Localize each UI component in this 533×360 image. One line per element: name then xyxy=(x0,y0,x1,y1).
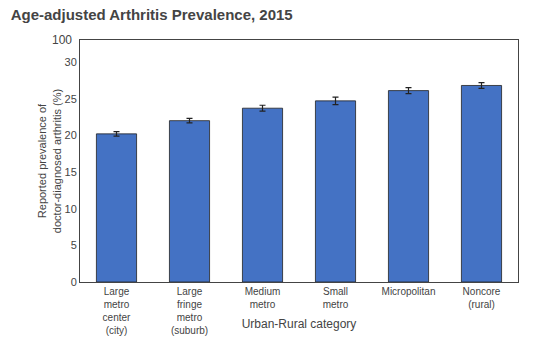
svg-text:Micropolitan: Micropolitan xyxy=(382,286,436,297)
svg-text:Largefringemetro(suburb): Largefringemetro(suburb) xyxy=(171,286,208,336)
svg-text:Noncore(rural): Noncore(rural) xyxy=(463,286,501,310)
svg-text:15: 15 xyxy=(65,166,77,178)
svg-text:Age-adjusted Arthritis Prevale: Age-adjusted Arthritis Prevalence, 2015 xyxy=(11,6,293,23)
svg-text:10: 10 xyxy=(65,203,77,215)
svg-text:100: 100 xyxy=(52,33,72,47)
svg-text:20: 20 xyxy=(65,129,77,141)
svg-text:Reported prevalence ofdoctor-d: Reported prevalence ofdoctor-diagnosed a… xyxy=(36,89,62,233)
svg-text:Urban-Rural category: Urban-Rural category xyxy=(242,317,357,331)
svg-text:5: 5 xyxy=(71,239,77,251)
svg-text:Mediummetro: Mediummetro xyxy=(245,286,281,310)
svg-text:Smallmetro: Smallmetro xyxy=(323,286,349,310)
svg-text:0: 0 xyxy=(71,276,77,288)
svg-text:25: 25 xyxy=(65,93,77,105)
svg-text:Largemetrocenter(city): Largemetrocenter(city) xyxy=(103,286,131,336)
svg-text:30: 30 xyxy=(65,56,77,68)
